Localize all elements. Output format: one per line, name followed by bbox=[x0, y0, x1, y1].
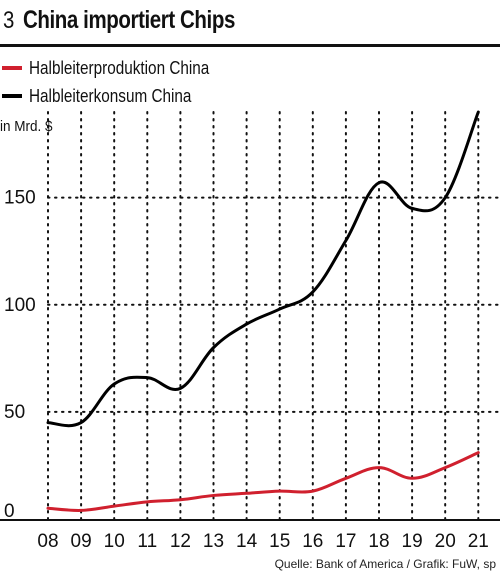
x-tick-label: 19 bbox=[402, 531, 423, 552]
figure-number: 3 bbox=[3, 7, 15, 34]
legend-item-production: Halbleiterproduktion China bbox=[0, 54, 241, 82]
x-tick-label: 09 bbox=[71, 531, 92, 552]
x-tick-label: 20 bbox=[435, 531, 456, 552]
series-line-production bbox=[46, 451, 480, 512]
y-tick-label: 0 bbox=[4, 501, 15, 522]
chart-header: 3 China importiert Chips bbox=[0, 6, 282, 42]
x-tick-label: 13 bbox=[203, 531, 224, 552]
y-tick-label: 150 bbox=[4, 188, 36, 209]
y-tick-label: 100 bbox=[4, 295, 36, 316]
x-tick-label: 11 bbox=[137, 531, 157, 552]
x-tick-label: 16 bbox=[302, 531, 323, 552]
legend: Halbleiterproduktion China Halbleiterkon… bbox=[0, 54, 241, 110]
legend-item-consumption: Halbleiterkonsum China bbox=[0, 82, 241, 110]
x-tick-label: 08 bbox=[37, 531, 58, 552]
source-note: Quelle: Bank of America / Grafik: FuW, s… bbox=[274, 557, 496, 571]
y-tick-label: 50 bbox=[4, 402, 25, 423]
x-tick-label: 10 bbox=[104, 531, 125, 552]
title-rule bbox=[0, 44, 500, 47]
legend-swatch-consumption bbox=[2, 94, 22, 98]
x-tick-label: 17 bbox=[335, 531, 356, 552]
y-axis-unit-label: in Mrd. $ bbox=[0, 118, 53, 135]
x-tick-label: 12 bbox=[170, 531, 191, 552]
x-tick-label: 18 bbox=[368, 531, 389, 552]
legend-swatch-production bbox=[2, 66, 22, 70]
x-tick-label: 14 bbox=[236, 531, 258, 552]
series-line-consumption bbox=[46, 110, 480, 428]
legend-label-production: Halbleiterproduktion China bbox=[29, 57, 210, 78]
chart-title: China importiert Chips bbox=[23, 6, 236, 34]
x-tick-label: 15 bbox=[269, 531, 290, 552]
x-tick-label: 21 bbox=[468, 531, 489, 552]
legend-label-consumption: Halbleiterkonsum China bbox=[29, 85, 192, 106]
